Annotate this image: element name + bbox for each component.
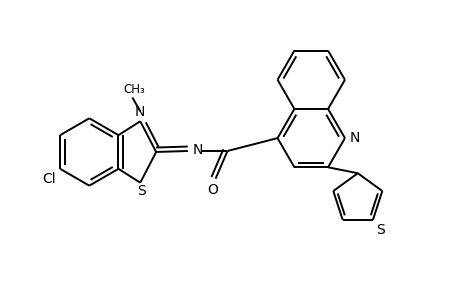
Text: N: N xyxy=(192,143,203,157)
Text: Cl: Cl xyxy=(43,172,56,186)
Text: O: O xyxy=(207,183,218,197)
Text: S: S xyxy=(375,223,384,237)
Text: CH₃: CH₃ xyxy=(123,82,145,95)
Text: N: N xyxy=(349,131,359,145)
Text: S: S xyxy=(137,184,146,198)
Text: N: N xyxy=(135,105,145,119)
